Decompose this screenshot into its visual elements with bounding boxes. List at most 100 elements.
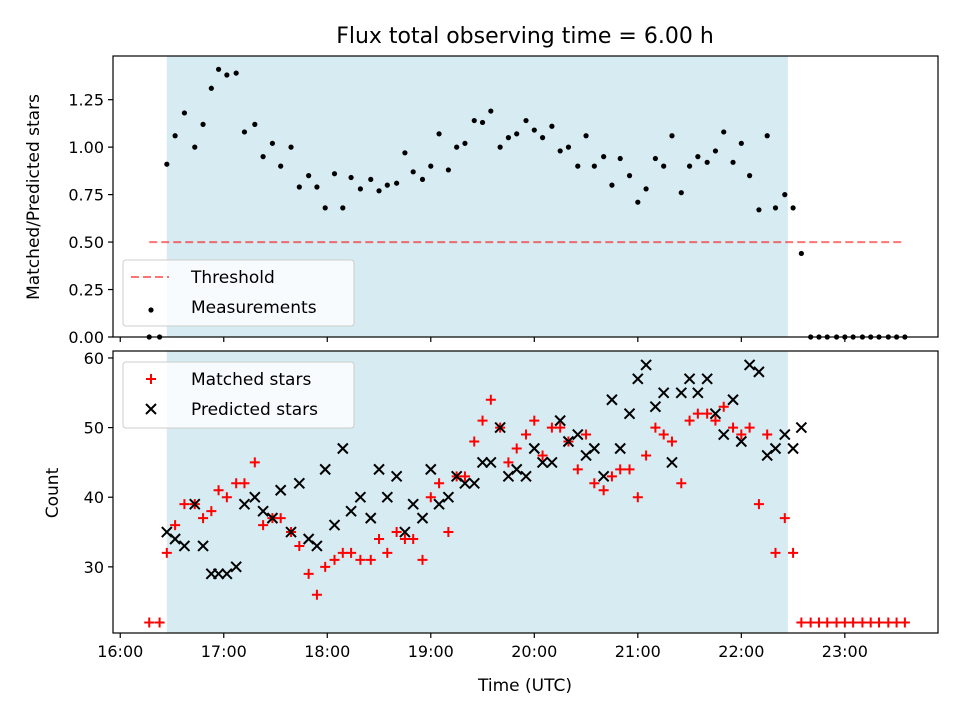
legend-label: Matched stars	[191, 370, 311, 390]
bottom-y-tick-label: 50	[84, 419, 104, 438]
measurement-point	[643, 186, 649, 192]
measurement-point	[514, 131, 520, 137]
measurement-point	[531, 127, 537, 133]
matched-stars-point	[658, 429, 669, 440]
predicted-stars-point	[718, 428, 730, 441]
matched-stars-point	[425, 492, 436, 503]
matched-stars-point	[154, 617, 165, 628]
matched-stars-point	[346, 547, 357, 558]
matched-stars-point	[762, 429, 773, 440]
measurement-point	[617, 155, 623, 162]
matched-stars-point	[710, 415, 721, 426]
measurement-point	[410, 169, 416, 175]
matched-stars-point	[503, 457, 514, 468]
predicted-stars-point	[743, 359, 756, 371]
measurement-point	[402, 150, 408, 156]
matched-stars-point	[258, 520, 269, 531]
matched-stars-point	[408, 534, 419, 544]
measurement-point	[695, 154, 701, 160]
measurement-point	[730, 159, 736, 165]
matched-stars-point	[521, 429, 532, 440]
predicted-stars-point	[795, 421, 808, 434]
measurement-point	[782, 192, 788, 198]
matched-stars-point	[239, 478, 250, 489]
predicted-stars-point	[683, 373, 696, 385]
measurement-point	[609, 182, 615, 188]
predicted-stars-point	[189, 498, 201, 510]
matched-stars-point	[374, 534, 385, 544]
predicted-stars-point	[468, 477, 480, 490]
measurement-point	[215, 66, 222, 72]
predicted-stars-point	[649, 400, 662, 413]
measurement-point	[278, 163, 284, 169]
x-tick-label: 21:00	[615, 642, 661, 661]
measurement-point	[626, 173, 633, 179]
matched-stars-point	[303, 568, 314, 579]
measurement-point	[288, 144, 294, 150]
measurement-point	[798, 250, 804, 257]
predicted-stars-point	[337, 442, 349, 455]
matched-stars-point	[355, 554, 366, 565]
predicted-stars-point	[293, 477, 306, 490]
measurement-point	[296, 184, 302, 190]
top-y-tick-label: 1.25	[68, 91, 104, 110]
matched-stars-point	[702, 408, 713, 419]
matched-stars-point	[650, 422, 661, 433]
x-tick-label: 23:00	[822, 642, 868, 661]
matched-stars-point	[822, 617, 833, 628]
measurement-point	[669, 133, 675, 139]
measurement-point	[208, 85, 214, 91]
top-y-tick-label: 0.25	[68, 281, 104, 300]
predicted-stars-point	[433, 498, 445, 510]
predicted-stars-point	[640, 359, 652, 371]
matched-stars-point	[443, 527, 454, 538]
matched-stars-point	[744, 422, 755, 433]
measurement-point	[686, 163, 693, 169]
predicted-stars-point	[709, 407, 722, 420]
top-y-axis-label: Matched/Predicted stars	[24, 94, 44, 300]
predicted-stars-point	[727, 394, 739, 406]
measurement-point	[565, 144, 572, 150]
x-tick-label: 19:00	[408, 642, 454, 661]
matched-stars-point	[555, 422, 566, 433]
measurement-point	[233, 70, 239, 76]
predicted-stars-point	[753, 366, 765, 378]
bottom-y-axis-label: Count	[43, 467, 63, 518]
measurement-point	[224, 72, 230, 78]
matched-stars-point	[848, 617, 859, 628]
x-tick-label: 18:00	[304, 642, 350, 661]
matched-stars-point	[179, 499, 190, 510]
predicted-stars-point	[311, 540, 323, 552]
matched-stars-point	[581, 429, 592, 440]
measurement-point	[384, 182, 390, 188]
bottom-plot-panel: 30 40 50 60 16:00 17:00 18:00 19:00 20:00 21:00 22…	[84, 349, 939, 661]
matched-stars-point	[206, 506, 217, 517]
top-plot-panel: 0.00 0.25 0.50 0.75 1.00 1.25 Threshold Measure…	[68, 55, 939, 347]
predicted-stars-point	[274, 484, 287, 496]
measurement-point	[314, 184, 320, 190]
predicted-stars-point	[779, 428, 791, 441]
bottom-y-tick-label: 40	[84, 488, 104, 507]
measurement-point	[557, 148, 563, 154]
predicted-stars-point	[588, 442, 601, 455]
predicted-stars-point	[614, 442, 626, 455]
measurement-point	[445, 167, 451, 173]
matched-stars-point	[311, 589, 322, 600]
matched-stars-point	[391, 527, 402, 538]
top-legend-box	[122, 259, 355, 327]
matched-stars-point	[624, 464, 635, 475]
measurement-point	[419, 176, 426, 183]
measurement-point	[497, 144, 503, 150]
predicted-stars-point	[692, 387, 704, 399]
predicted-stars-point	[632, 373, 644, 385]
predicted-stars-point	[238, 498, 251, 510]
measurement-point	[462, 140, 468, 146]
measurement-point	[539, 135, 546, 141]
predicted-stars-point	[442, 491, 455, 503]
predicted-stars-point	[345, 505, 357, 517]
predicted-stars-point	[528, 442, 541, 455]
predicted-stars-point	[536, 456, 549, 469]
top-legend: Threshold Measurements	[122, 259, 355, 327]
matched-stars-point	[213, 485, 224, 496]
predicted-stars-point	[769, 442, 782, 455]
